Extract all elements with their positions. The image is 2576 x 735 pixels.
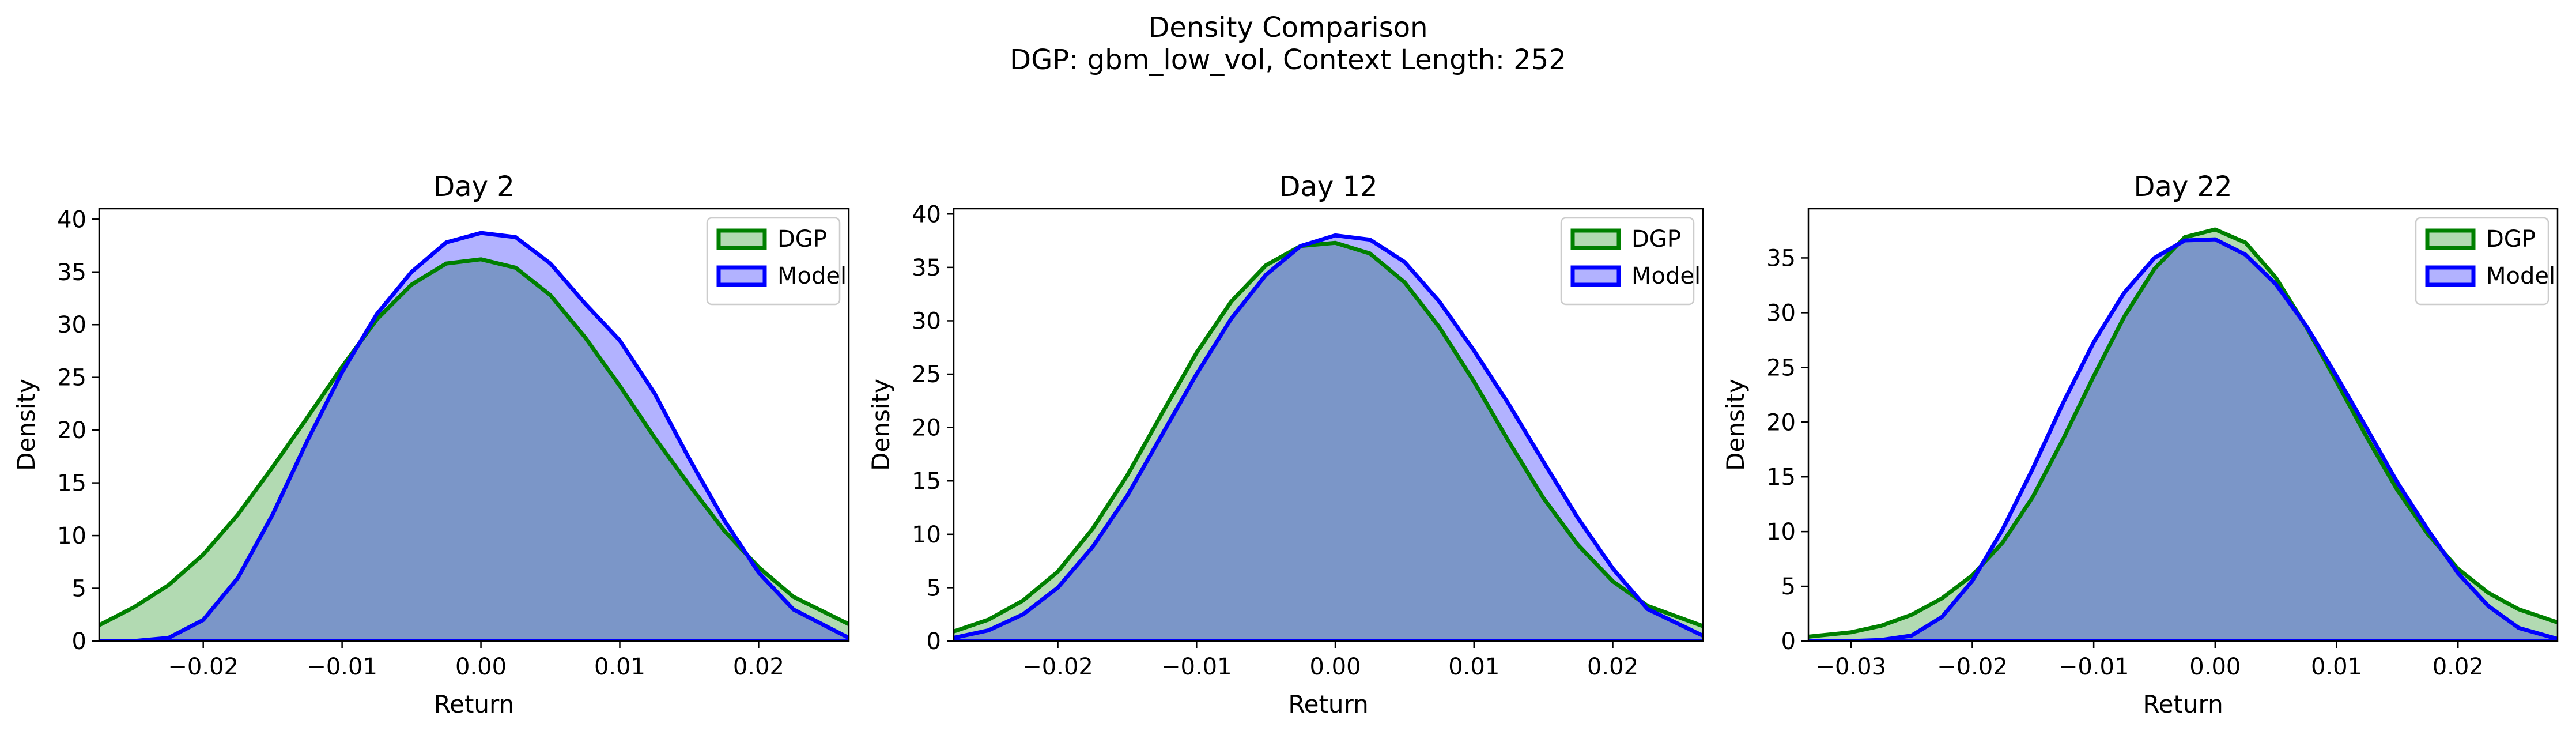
x-axis-label: Return [434,690,514,718]
y-tick-label: 30 [1766,300,1796,326]
legend-label: DGP [1631,226,1681,252]
x-tick-label: 0.01 [594,654,645,680]
model-density-line [99,231,849,641]
legend-label: DGP [777,226,827,252]
panel-3: −0.03 −0.02 −0.01 0.00 0.01 0.02 0 5 10 15 20 25 30 3… [1721,171,2559,718]
panel-title: Day 22 [2133,171,2232,203]
legend: DGP Model [1560,217,1701,306]
plot-area [954,233,1703,641]
x-tick-label: 0.01 [1448,654,1499,680]
legend-swatch [1570,228,1621,250]
overlap-density-fill [1808,239,2558,641]
overlap-density-fill [99,259,849,641]
axes-frame [98,208,850,642]
y-tick-label: 5 [1781,574,1796,600]
panel-title: Day 12 [1279,171,1377,203]
y-tick-label: 10 [912,522,941,548]
figure-title: Density Comparison [1148,12,1427,44]
panel-2: −0.02 −0.01 0.00 0.01 0.02 0 5 10 15 20 25 30 35 40 Da… [867,171,1704,718]
legend-label: Model [777,263,847,289]
x-tick-label: −0.03 [1815,654,1886,680]
x-tick-label: −0.01 [307,654,377,680]
legend-label: Model [1631,263,1701,289]
legend-label: DGP [2486,226,2536,252]
y-tick-label: 35 [57,259,86,286]
x-tick-label: −0.01 [1161,654,1232,680]
y-tick-label: 20 [57,417,86,444]
legend: DGP Model [706,217,847,306]
x-tick-label: −0.02 [168,654,239,680]
legend-swatch [2425,228,2476,250]
y-tick-label: 25 [57,365,86,391]
y-tick-label: 15 [57,470,86,497]
y-tick-label: 25 [1766,355,1796,381]
x-tick-label: −0.02 [1022,654,1093,680]
y-tick-label: 20 [1766,409,1796,436]
plot-area [1808,227,2558,641]
x-tick-label: 0.02 [733,654,784,680]
y-tick-label: 0 [927,628,941,655]
x-tick-label: 0.01 [2311,654,2362,680]
y-tick-label: 5 [927,575,941,601]
legend-swatch [1570,265,1621,287]
y-tick-label: 40 [912,201,941,228]
model-density-line [1808,237,2558,641]
y-axis-label: Density [12,379,40,471]
y-tick-label: 30 [912,308,941,334]
y-tick-label: 5 [72,576,86,602]
y-tick-label: 25 [912,361,941,388]
legend-swatch [716,228,767,250]
figure-subtitle: DGP: gbm_low_vol, Context Length: 252 [1010,44,1566,76]
x-tick-label: −0.02 [1937,654,2008,680]
legend: DGP Model [2415,217,2555,306]
x-tick-label: 0.00 [1310,654,1361,680]
axes-frame [1807,208,2559,642]
x-tick-label: 0.02 [2433,654,2484,680]
plot-area [99,231,849,641]
dgp-density-line [99,257,849,627]
dgp-density-line [954,240,1703,634]
y-tick-label: 15 [912,468,941,495]
panel-1: −0.02 −0.01 0.00 0.01 0.02 0 5 10 15 20 25 30 35 40 Da… [12,171,850,718]
y-tick-label: 10 [1766,519,1796,545]
y-tick-label: 30 [57,312,86,338]
axes-frame [953,208,1704,642]
y-tick-label: 10 [57,523,86,549]
y-tick-label: 40 [57,206,86,233]
y-tick-label: 35 [1766,245,1796,272]
y-tick-label: 0 [72,628,86,655]
y-tick-label: 0 [1781,628,1796,655]
x-axis-label: Return [2143,690,2223,718]
y-tick-label: 35 [912,255,941,281]
panel-title: Day 2 [433,171,515,203]
overlap-density-fill [954,243,1703,641]
y-tick-label: 20 [912,415,941,442]
x-tick-label: 0.02 [1587,654,1638,680]
x-tick-label: 0.00 [2189,654,2241,680]
legend-label: Model [2486,263,2555,289]
legend-swatch [2425,265,2476,287]
x-tick-label: −0.01 [2058,654,2129,680]
y-tick-label: 15 [1766,464,1796,491]
y-axis-label: Density [1721,379,1750,471]
model-density-line [954,233,1703,640]
legend-swatch [716,265,767,287]
dgp-density-line [1808,227,2558,639]
x-tick-label: 0.00 [455,654,507,680]
y-axis-label: Density [867,379,895,471]
x-axis-label: Return [1288,690,1368,718]
